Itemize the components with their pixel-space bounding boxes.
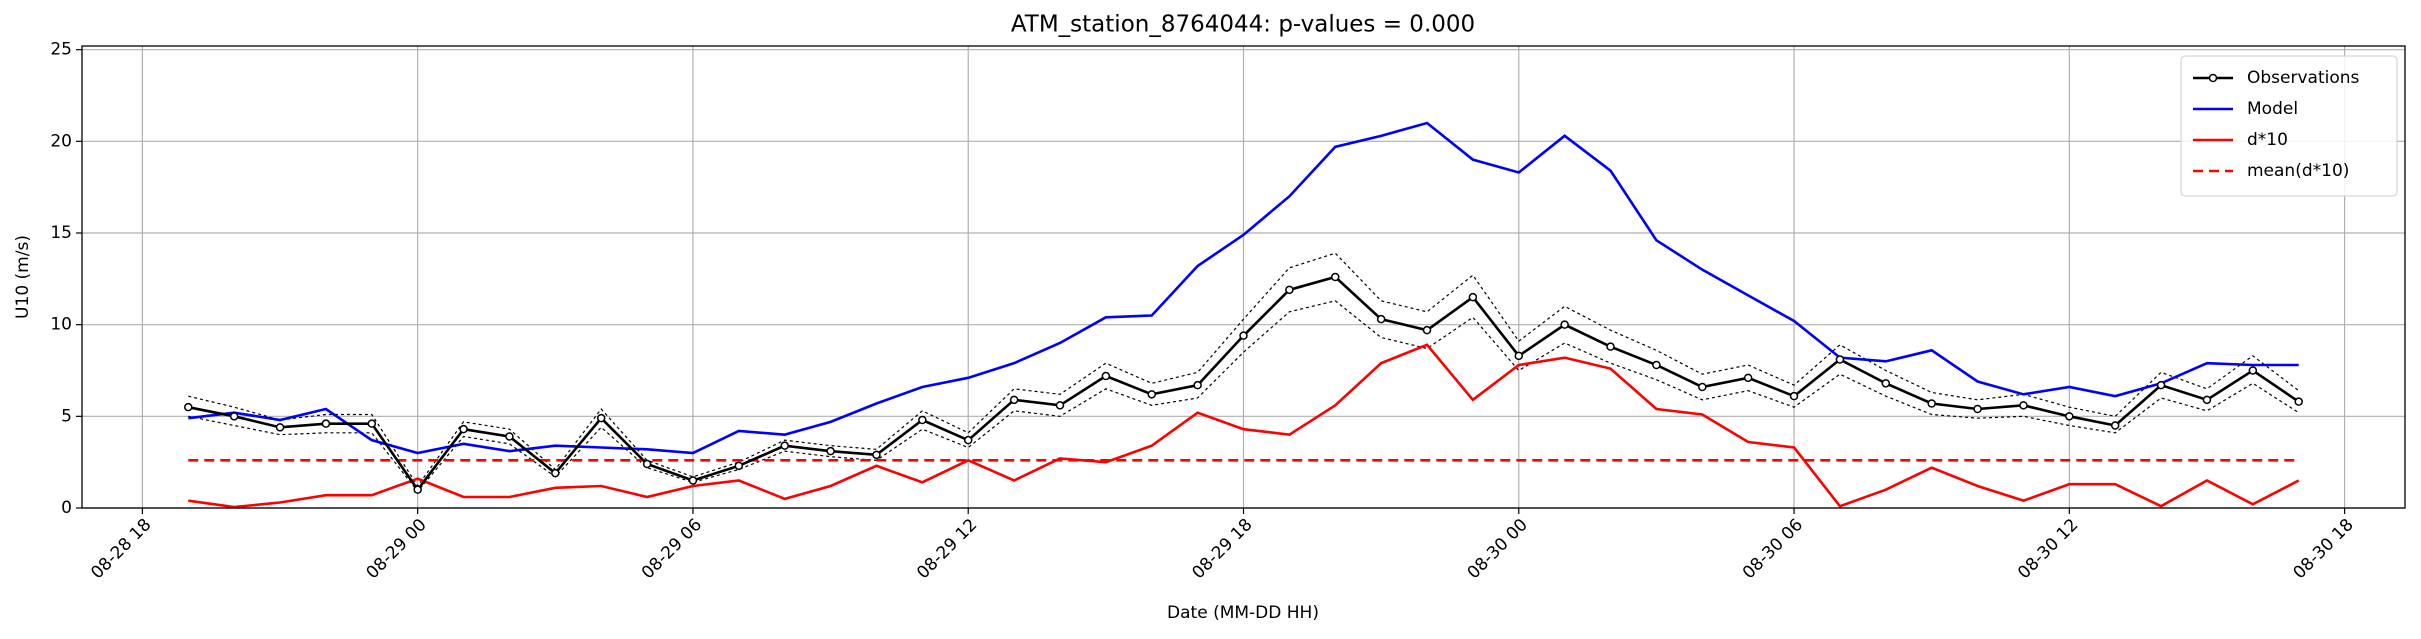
- x-tick-label: 08-29 12: [913, 515, 981, 583]
- data-point: [642, 459, 652, 469]
- data-point: [1009, 395, 1019, 405]
- data-point: [734, 461, 744, 471]
- x-tick-label: 08-30 06: [1739, 515, 1807, 583]
- data-point: [1743, 373, 1753, 383]
- data-point: [1606, 342, 1615, 351]
- data-point: [2110, 421, 2120, 430]
- data-point: [1147, 390, 1156, 399]
- x-tick-label: 08-30 18: [2289, 515, 2357, 583]
- data-point: [1422, 325, 1432, 335]
- data-point: [459, 424, 468, 434]
- data-point: [1331, 272, 1340, 282]
- data-point: [1927, 399, 1936, 408]
- y-tick-label: 15: [50, 223, 72, 243]
- x-tick-label: 08-29 18: [1188, 515, 1256, 583]
- data-point: [963, 435, 973, 445]
- x-tick-label: 08-30 12: [2014, 515, 2082, 583]
- data-point: [1973, 404, 1982, 414]
- x-tick-label: 08-29 00: [363, 515, 431, 583]
- plot-frame: [81, 45, 2406, 509]
- data-point: [1193, 380, 1202, 390]
- data-point: [1652, 360, 1661, 370]
- data-point: [229, 412, 239, 421]
- y-tick-label: 10: [50, 315, 72, 335]
- data-point: [1514, 351, 1524, 361]
- legend-label: Model: [2247, 99, 2298, 119]
- data-point: [2202, 395, 2212, 405]
- data-point: [1835, 355, 1845, 364]
- legend: Observations Model d*10 mean(d*10): [2180, 55, 2398, 197]
- data-point: [1881, 379, 1891, 388]
- data-point: [413, 485, 422, 494]
- data-point: [275, 423, 285, 432]
- data-point: [2156, 380, 2166, 390]
- data-point: [321, 419, 331, 428]
- series-line: [188, 252, 2300, 488]
- y-tick-label: 20: [50, 131, 72, 151]
- legend-label: mean(d*10): [2247, 161, 2349, 181]
- data-point: [780, 441, 789, 450]
- y-tick-label: 0: [61, 498, 72, 518]
- data-point: [1101, 371, 1111, 381]
- data-point: [1376, 314, 1386, 324]
- x-tick-label: 08-28 18: [87, 515, 155, 583]
- data-point: [1789, 391, 1799, 401]
- data-point: [184, 402, 193, 412]
- data-point: [688, 476, 698, 485]
- data-point: [918, 415, 927, 425]
- data-point: [367, 419, 377, 428]
- y-tick-label: 5: [61, 406, 72, 426]
- chart-title: ATM_station_8764044: p-values = 0.000: [1011, 12, 1475, 38]
- series-line: [188, 121, 2299, 455]
- legend-marker: [2208, 73, 2218, 83]
- data-point: [2065, 412, 2074, 421]
- legend-label: d*10: [2247, 130, 2288, 150]
- data-point: [505, 432, 514, 441]
- data-point: [551, 468, 560, 478]
- data-point: [1468, 292, 1478, 302]
- data-point: [1560, 320, 1569, 329]
- data-point: [2019, 401, 2028, 410]
- data-point: [1239, 331, 1248, 340]
- data-point: [872, 450, 881, 460]
- y-axis-label: U10 (m/s): [13, 235, 33, 319]
- x-tick-label: 08-29 06: [638, 515, 706, 583]
- data-point: [2294, 397, 2303, 406]
- series-line: [188, 343, 2300, 509]
- legend-box: [2180, 55, 2398, 197]
- x-axis-label: Date (MM-DD HH): [1167, 603, 1319, 623]
- data-point: [2248, 366, 2258, 375]
- y-tick-label: 25: [50, 40, 72, 60]
- legend-label: Observations: [2247, 68, 2360, 88]
- data-point: [1698, 382, 1707, 392]
- data-point: [596, 413, 606, 423]
- data-point: [1055, 401, 1065, 410]
- series-line: [188, 300, 2300, 493]
- x-tick-label: 08-30 00: [1464, 515, 1532, 583]
- data-point: [1285, 285, 1294, 295]
- data-point: [826, 446, 835, 456]
